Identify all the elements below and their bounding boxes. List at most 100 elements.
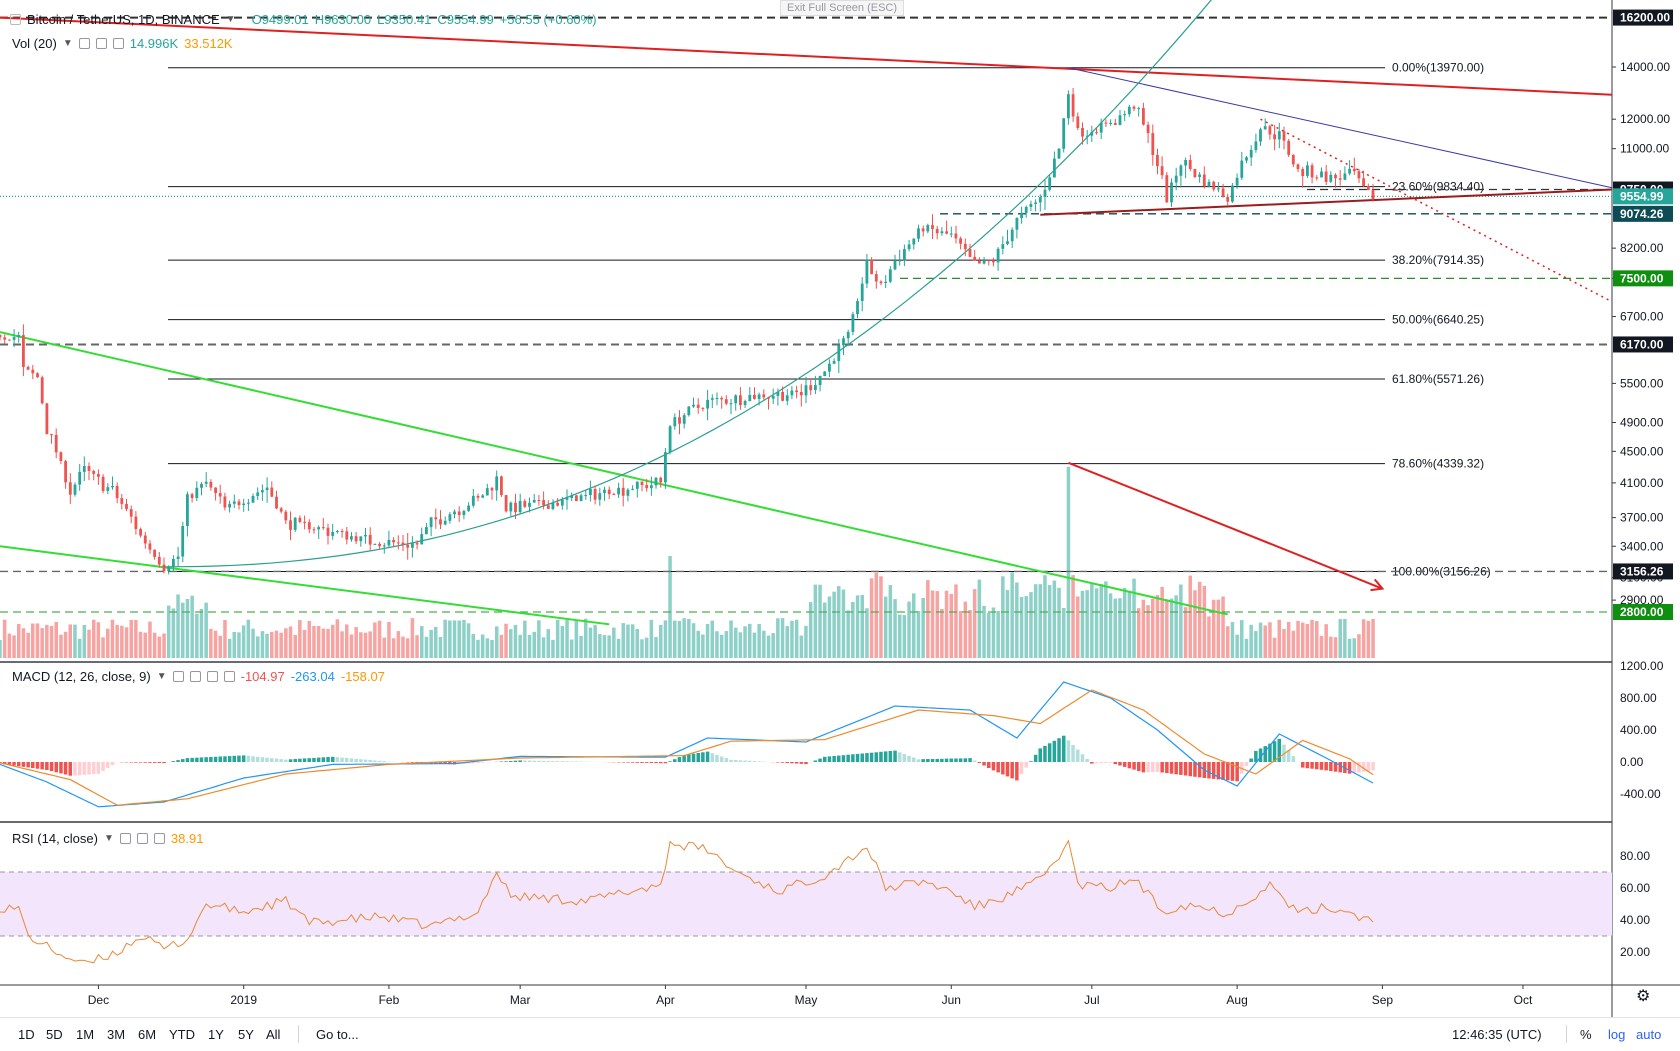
macd-histogram-bar <box>917 759 921 762</box>
macd-histogram-bar <box>1010 762 1014 778</box>
volume-bar <box>697 631 701 658</box>
tf-5y[interactable]: 5Y <box>238 1027 254 1042</box>
volume-bar <box>1189 576 1193 658</box>
candle-body <box>837 345 840 361</box>
macd-title[interactable]: MACD (12, 26, close, 9) <box>12 669 151 684</box>
chevron-down-icon[interactable]: ▼ <box>226 14 236 25</box>
macd-histogram-bar <box>1062 736 1066 762</box>
macd-histogram-bar <box>739 760 743 762</box>
volume-bar <box>1025 596 1029 658</box>
symbol-legend: Bitcoin / TetherUS, 1D, BINANCE ▼ O9499.… <box>10 12 597 27</box>
tf-all[interactable]: All <box>266 1027 280 1042</box>
close-icon[interactable] <box>154 833 165 844</box>
macd-histogram-bar <box>247 756 251 762</box>
volume-bar <box>547 629 551 658</box>
macd-histogram-bar <box>55 762 59 772</box>
macd-histogram-bar <box>312 758 316 762</box>
percent-toggle[interactable]: % <box>1580 1027 1592 1042</box>
volume-bar <box>247 620 251 658</box>
auto-toggle[interactable]: auto <box>1636 1027 1661 1042</box>
candle-body <box>1086 136 1089 137</box>
candle-body <box>149 544 152 550</box>
macd-histogram-bar <box>1081 754 1085 762</box>
macd-histogram-bar <box>383 761 387 762</box>
candle-body <box>805 385 808 395</box>
volume-bar <box>345 624 349 658</box>
volume-bar <box>1310 620 1314 658</box>
macd-histogram-bar <box>1020 762 1024 774</box>
volume-bar <box>936 591 940 658</box>
macd-histogram-bar <box>936 759 940 762</box>
volume-bar <box>570 640 574 659</box>
chevron-down-icon[interactable]: ▼ <box>157 671 167 682</box>
macd-histogram-bar <box>1310 762 1314 769</box>
tf-1y[interactable]: 1Y <box>208 1027 224 1042</box>
volume-bar <box>3 620 7 658</box>
exit-fullscreen-button[interactable]: Exit Full Screen (ESC) <box>780 0 904 16</box>
macd-histogram-bar <box>36 762 40 769</box>
chevron-down-icon[interactable]: ▼ <box>104 833 114 844</box>
macd-histogram-bar <box>1174 762 1178 774</box>
macd-histogram-bar <box>781 762 785 763</box>
macd-histogram-bar <box>1109 762 1113 763</box>
log-toggle[interactable]: log <box>1608 1027 1625 1042</box>
candle-body <box>467 506 470 511</box>
candle-body <box>781 392 784 401</box>
volume-bar <box>771 633 775 658</box>
close-icon[interactable] <box>224 671 235 682</box>
candle-body <box>669 426 672 452</box>
macd-histogram-bar <box>996 762 1000 772</box>
gear-icon[interactable] <box>137 833 148 844</box>
close-icon[interactable] <box>113 38 124 49</box>
tf-6m[interactable]: 6M <box>138 1027 156 1042</box>
tf-3m[interactable]: 3M <box>107 1027 125 1042</box>
volume-bar <box>917 611 921 658</box>
macd-histogram-bar <box>907 756 911 762</box>
macd-histogram-bar <box>158 762 162 763</box>
candle-body <box>345 531 348 539</box>
volume-bar <box>692 623 696 658</box>
volume-bar <box>340 631 344 658</box>
volume-bar <box>889 585 893 658</box>
settings-gear-icon[interactable]: ⚙ <box>1636 986 1650 1006</box>
symbol-icon <box>10 14 21 25</box>
macd-histogram-bar <box>64 762 68 775</box>
candle-body <box>1133 107 1136 109</box>
candle-body <box>210 482 213 488</box>
macd-histogram-bar <box>181 759 185 762</box>
goto-button[interactable]: Go to... <box>316 1027 359 1042</box>
gear-icon[interactable] <box>96 38 107 49</box>
volume-bar <box>992 608 996 659</box>
tf-5d[interactable]: 5D <box>46 1027 63 1042</box>
tf-1m[interactable]: 1M <box>76 1027 94 1042</box>
tf-ytd[interactable]: YTD <box>169 1027 195 1042</box>
vol-title[interactable]: Vol (20) <box>12 36 57 51</box>
candle-body <box>364 535 367 537</box>
candle-body <box>397 542 400 543</box>
macd-histogram-bar <box>359 759 363 762</box>
volume-bar <box>1090 583 1094 658</box>
candle-body <box>336 531 339 532</box>
volume-bar <box>964 602 968 658</box>
tf-1d[interactable]: 1D <box>18 1027 35 1042</box>
eye-icon[interactable] <box>79 38 90 49</box>
candle-body <box>144 536 147 544</box>
rsi-title[interactable]: RSI (14, close) <box>12 831 98 846</box>
source-icon[interactable] <box>207 671 218 682</box>
gear-icon[interactable] <box>190 671 201 682</box>
volume-bar <box>326 629 330 658</box>
eye-icon[interactable] <box>120 833 131 844</box>
candle-body <box>936 229 939 233</box>
candle-body <box>416 543 419 544</box>
eye-icon[interactable] <box>173 671 184 682</box>
symbol-title[interactable]: Bitcoin / TetherUS, 1D, BINANCE <box>27 12 220 27</box>
macd-histogram-bar <box>275 759 279 762</box>
volume-bar <box>931 591 935 659</box>
bottom-toolbar: 1D 5D 1M 3M 6M YTD 1Y 5Y All Go to... 12… <box>0 1017 1680 1051</box>
chevron-down-icon[interactable]: ▼ <box>63 38 73 49</box>
macd-histogram-bar <box>1034 755 1038 762</box>
candle-body <box>22 335 25 367</box>
macd-histogram-bar <box>340 758 344 762</box>
utc-clock[interactable]: 12:46:35 (UTC) <box>1452 1027 1542 1042</box>
